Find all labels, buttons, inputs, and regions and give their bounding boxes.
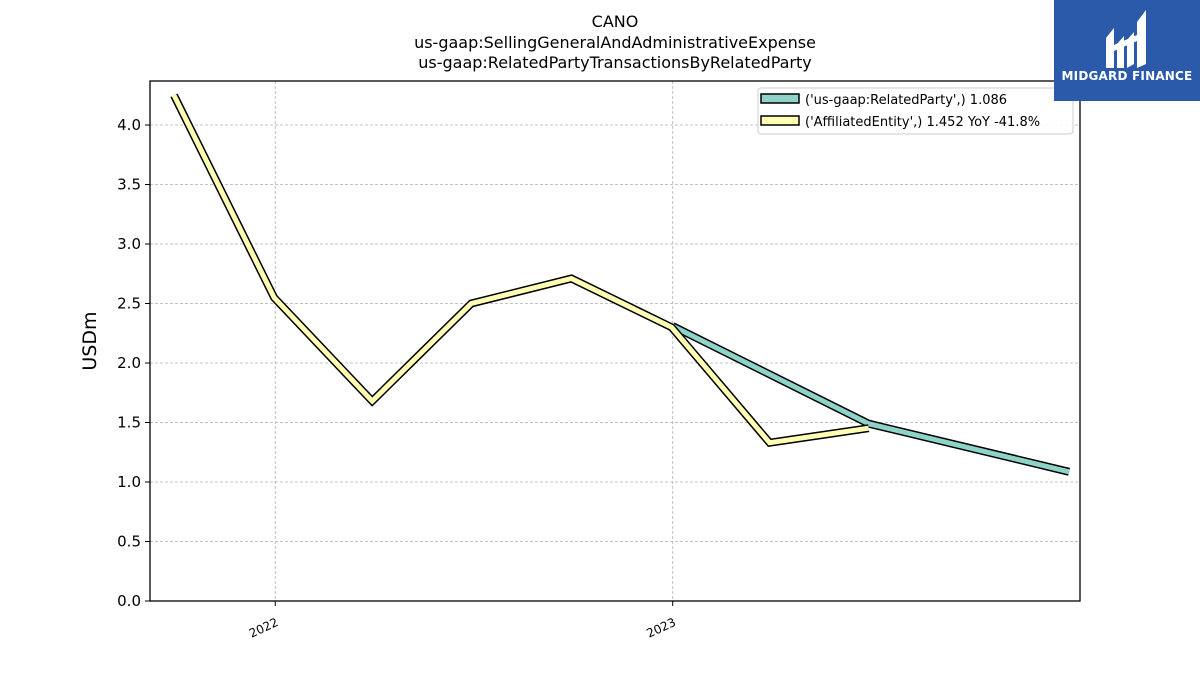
logo-mark-icon <box>1106 10 1146 68</box>
y-tick-label: 1.0 <box>117 473 141 491</box>
y-tick-label: 3.0 <box>117 235 141 253</box>
legend: ('us-gaap:RelatedParty',) 1.086 ('Affilia… <box>757 87 1074 135</box>
y-tick-label: 0.5 <box>117 533 141 551</box>
chart-title-line-2: us-gaap:SellingGeneralAndAdministrativeE… <box>414 33 816 52</box>
series-line-0 <box>671 323 1070 475</box>
y-tick-label: 2.5 <box>117 295 141 313</box>
y-axis: 0.0 0.5 1.0 1.5 2.0 2.5 3.0 3.5 4.0 <box>117 116 150 610</box>
y-tick-label: 4.0 <box>117 116 141 134</box>
x-axis: 2022 2023 <box>247 601 678 641</box>
y-tick-label: 3.5 <box>117 176 141 194</box>
y-tick-label: 2.0 <box>117 354 141 372</box>
legend-swatch <box>760 115 800 126</box>
x-tick-label: 2023 <box>644 615 678 641</box>
midgard-finance-logo: MIDGARD FINANCE <box>1054 0 1200 101</box>
y-tick-label: 1.5 <box>117 414 141 432</box>
y-tick-label: 0.0 <box>117 592 141 610</box>
legend-label: ('us-gaap:RelatedParty',) 1.086 <box>805 93 1007 108</box>
x-tick-label: 2022 <box>247 615 281 641</box>
logo-text: MIDGARD FINANCE <box>1061 69 1193 83</box>
series-lines <box>170 93 1071 476</box>
series-line-1 <box>171 94 870 446</box>
chart-title-line-3: us-gaap:RelatedPartyTransactionsByRelate… <box>418 53 812 72</box>
y-axis-label: USDm <box>79 311 101 370</box>
series-outline-1 <box>170 93 870 447</box>
chart-title-line-1: CANO <box>592 12 639 31</box>
legend-box <box>757 87 1074 135</box>
grid-lines <box>150 81 1080 602</box>
legend-label: ('AffiliatedEntity',) 1.452 YoY -41.8% <box>805 115 1040 130</box>
chart-title: CANO us-gaap:SellingGeneralAndAdministra… <box>414 12 816 72</box>
legend-swatch <box>760 93 800 104</box>
plot-frame <box>149 80 1081 602</box>
